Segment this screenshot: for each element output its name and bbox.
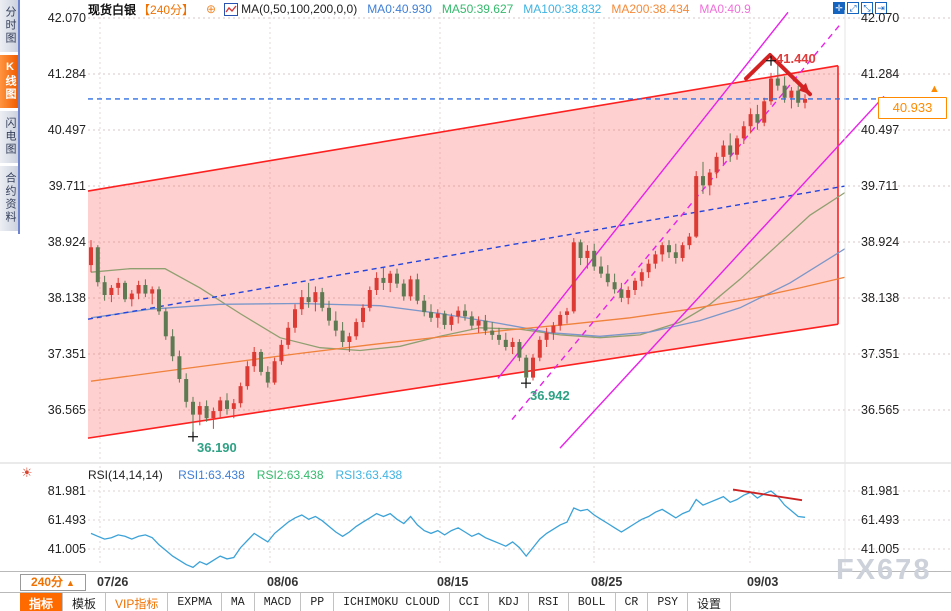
rsi-value-label: RSI2:63.438 bbox=[256, 468, 324, 482]
ma-values: MA0:40.930 MA50:39.627 MA100:38.832 MA200:3… bbox=[357, 2, 751, 16]
rsi-value-label: RSI1:63.438 bbox=[178, 468, 245, 482]
axis-price-label: 39.711 bbox=[48, 178, 86, 193]
ma-value-label: MA0:40.9 bbox=[699, 2, 751, 16]
toolbar-item[interactable]: VIP指标 bbox=[106, 593, 169, 611]
watermark: FX678 bbox=[836, 554, 932, 586]
toolbar-item[interactable]: 指标 bbox=[20, 593, 64, 611]
axis-price-label: 37.351 bbox=[861, 347, 900, 362]
chart-header: 现货白银 【240分】 ⊕ MA(0,50,100,200,0,0) MA0:4… bbox=[20, 0, 951, 18]
toolbar-item[interactable]: BOLL bbox=[569, 593, 616, 611]
low-price-annotation-2: 36.942 bbox=[530, 388, 570, 403]
axis-price-label: 61.493 bbox=[861, 513, 900, 527]
toolbar-item[interactable]: ICHIMOKU CLOUD bbox=[334, 593, 450, 611]
date-label: 08/25 bbox=[591, 575, 623, 589]
toolbar-item[interactable]: RSI bbox=[529, 593, 569, 611]
axis-price-label: 38.138 bbox=[861, 290, 900, 305]
crosshair-move-icon[interactable]: ✛ bbox=[833, 2, 845, 14]
sidebar-tabs: 分时图 K线图闪电图合约资料 bbox=[0, 0, 20, 234]
period-selector-button[interactable]: 240分 ▲ bbox=[20, 574, 86, 591]
toolbar-item[interactable]: CCI bbox=[450, 593, 490, 611]
axis-price-label: 41.284 bbox=[861, 66, 900, 81]
rsi-formula: RSI(14,14,14) bbox=[88, 468, 163, 482]
toolbar-item[interactable]: MACD bbox=[255, 593, 302, 611]
ma-value-label: MA0:40.930 bbox=[367, 2, 432, 16]
toolbar-item[interactable]: CR bbox=[616, 593, 649, 611]
axis-price-label: 36.565 bbox=[47, 403, 86, 417]
date-label: 08/15 bbox=[437, 575, 469, 589]
sidebar-tab[interactable]: 合约资料 bbox=[0, 166, 18, 232]
header-icon-bar: ✛ ⤢ ⤡ ⇥ bbox=[833, 2, 887, 14]
axis-price-label: 81.981 bbox=[861, 484, 900, 498]
price-up-arrow-icon: ▲ bbox=[929, 83, 940, 95]
sidebar-tab[interactable]: K线图 bbox=[0, 55, 18, 109]
time-axis-row: 240分 ▲ 07/26 08/06 08/15 08/25 09/03 bbox=[0, 571, 951, 592]
last-price-tag: 40.933 bbox=[878, 97, 947, 119]
axis-price-label: 42.070 bbox=[861, 11, 900, 25]
chart-type-icon[interactable] bbox=[224, 2, 239, 16]
axis-price-label: 61.493 bbox=[47, 513, 86, 527]
dropdown-arrow-icon: ▲ bbox=[66, 578, 75, 588]
indicator-settings-icon[interactable]: ☀ bbox=[21, 465, 33, 480]
toolbar-item[interactable]: 模板 bbox=[63, 593, 107, 611]
axis-price-label: 42.070 bbox=[47, 11, 86, 25]
date-label: 09/03 bbox=[747, 575, 779, 589]
add-overlay-icon[interactable]: ⊕ bbox=[206, 2, 217, 16]
rsi-values: RSI1:63.438 RSI2:63.438 RSI3:63.438 bbox=[166, 468, 402, 482]
axis-price-label: 36.565 bbox=[861, 403, 900, 417]
sidebar: 分时图 K线图闪电图合约资料 bbox=[0, 0, 20, 611]
axis-price-label: 38.138 bbox=[47, 290, 86, 305]
ma-value-label: MA200:38.434 bbox=[611, 2, 690, 16]
low-price-annotation-1: 36.190 bbox=[197, 440, 237, 455]
axis-price-label: 38.924 bbox=[47, 235, 86, 250]
axis-price-label: 81.981 bbox=[47, 484, 86, 498]
axis-price-label: 40.497 bbox=[47, 123, 86, 137]
axis-price-label: 39.711 bbox=[861, 178, 899, 193]
axis-price-label: 38.924 bbox=[861, 235, 900, 250]
axis-price-label: 41.005 bbox=[47, 542, 86, 556]
rsi-header: RSI(14,14,14) RSI1:63.438 RSI2:63.438 RSI3… bbox=[88, 468, 402, 482]
toolbar-item[interactable]: 设置 bbox=[688, 593, 732, 611]
sidebar-tab[interactable]: 分时图 bbox=[0, 0, 18, 53]
axis-price-label: 37.351 bbox=[47, 347, 86, 362]
ma-value-label: MA100:38.832 bbox=[523, 2, 602, 16]
axis-price-label: 41.284 bbox=[47, 66, 86, 81]
toolbar-item[interactable]: PP bbox=[301, 593, 335, 611]
ma-value-label: MA50:39.627 bbox=[441, 2, 514, 16]
toolbar-item[interactable]: EXPMA bbox=[168, 593, 222, 611]
period-label: 【240分】 bbox=[138, 2, 195, 17]
zoom-range-icon[interactable]: ⤢ bbox=[847, 2, 859, 14]
axis-price-label: 41.005 bbox=[861, 542, 900, 556]
date-label: 07/26 bbox=[97, 575, 129, 589]
toolbar-item[interactable]: PSY bbox=[648, 593, 689, 611]
axis-price-label: 40.497 bbox=[861, 123, 900, 137]
rsi-value-label: RSI3:63.438 bbox=[335, 468, 403, 482]
auto-scale-icon[interactable]: ⤡ bbox=[861, 2, 873, 14]
pan-right-icon[interactable]: ⇥ bbox=[875, 2, 887, 14]
toolbar-item[interactable]: MA bbox=[222, 593, 255, 611]
indicator-toolbar: 指标 模板 VIP指标 EXPMA MA MACD PP ICHIMOKU CLOUD CCI K… bbox=[0, 592, 951, 611]
sidebar-tab[interactable]: 闪电图 bbox=[0, 111, 18, 164]
date-label: 08/06 bbox=[267, 575, 299, 589]
toolbar-item[interactable]: KDJ bbox=[489, 593, 530, 611]
high-price-annotation: 41.440 bbox=[776, 51, 816, 66]
